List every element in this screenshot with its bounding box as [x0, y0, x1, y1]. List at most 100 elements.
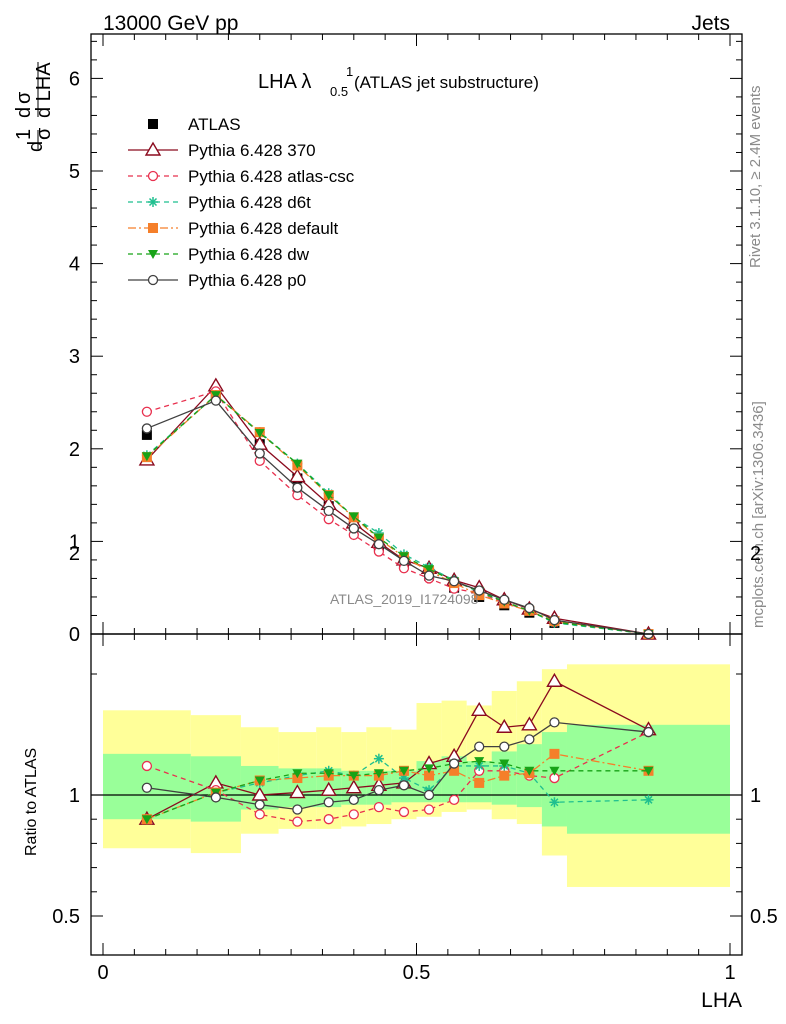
ratio-series-group — [138, 672, 657, 827]
ratio-point-pythia-6-428-atlas-csc — [373, 801, 385, 813]
ratio-point-pythia-6-428-default — [449, 765, 460, 776]
title-rest: (ATLAS jet substructure) — [354, 73, 539, 92]
ratio-point-pythia-6-428-default — [549, 748, 560, 759]
ratio-point-pythia-6-428-p0 — [643, 726, 654, 738]
title-main: LHA λ — [258, 71, 311, 93]
ratio-point-pythia-6-428-dw — [499, 759, 510, 769]
ratio-line-pythia-6-428-d6t — [146, 757, 649, 820]
ratio-point-pythia-6-428-p0 — [448, 758, 460, 769]
point-pythia-6-428-dw — [323, 491, 334, 501]
legend-label: Pythia 6.428 atlas-csc — [188, 167, 355, 186]
point-pythia-6-428-p0 — [348, 523, 359, 534]
ratio-point-pythia-6-428-dw — [398, 766, 409, 776]
ratio-point-pythia-6-428-atlas-csc — [423, 804, 435, 815]
point-pythia-6-428-atlas-csc — [323, 514, 334, 525]
ratio-point-pythia-6-428-p0 — [292, 804, 303, 815]
ratio-point-pythia-6-428-d6t — [373, 753, 384, 764]
ratio-point-pythia-6-428-dw — [424, 764, 435, 774]
ratio-uncertainty-bands — [103, 664, 730, 887]
ratio-point-pythia-6-428-atlas-csc — [448, 794, 460, 805]
ratio-point-pythia-6-428-p0 — [323, 797, 334, 808]
ratio-point-pythia-6-428-370 — [470, 701, 488, 716]
watermark: ATLAS_2019_I1724098 — [330, 591, 479, 607]
point-pythia-6-428-p0 — [549, 614, 560, 626]
x-tick-label: 0.5 — [403, 962, 431, 984]
green-band-bin — [566, 724, 730, 834]
point-pythia-6-428-dw — [424, 565, 435, 575]
legend-item-pythia-6-428-default: Pythia 6.428 default — [128, 219, 339, 238]
main-y-tick-label: 0 — [69, 624, 80, 646]
point-pythia-6-428-p0 — [141, 423, 153, 434]
legend-item-pythia-6-428-atlas-csc: Pythia 6.428 atlas-csc — [128, 167, 355, 186]
ratio-point-pythia-6-428-atlas-csc — [398, 806, 410, 818]
point-pythia-6-428-p0 — [423, 570, 435, 581]
ratio-point-pythia-6-428-dw — [323, 769, 334, 779]
title-sub: 0.5 — [330, 84, 348, 99]
ratio-point-pythia-6-428-dw — [373, 769, 384, 779]
point-atlas — [141, 429, 152, 440]
ratio-y-tick-label-right: 1 — [750, 785, 761, 807]
legend-marker — [148, 119, 158, 129]
point-pythia-6-428-dw — [254, 429, 265, 439]
ratio-point-pythia-6-428-p0 — [141, 782, 153, 793]
point-pythia-6-428-p0 — [323, 505, 334, 516]
svg-text:σ: σ — [33, 127, 55, 140]
ratio-point-pythia-6-428-p0 — [254, 799, 265, 810]
legend-marker — [148, 197, 158, 207]
point-pythia-6-428-p0 — [210, 395, 222, 406]
ratio-point-pythia-6-428-p0 — [373, 785, 385, 796]
ratio-y-tick-label-left: 0.5 — [52, 906, 80, 928]
point-pythia-6-428-p0 — [474, 585, 485, 596]
ratio-point-pythia-6-428-atlas-csc — [141, 760, 153, 772]
legend-marker — [147, 170, 159, 182]
main-y-tick-label: 5 — [69, 161, 80, 183]
legend-marker — [148, 250, 158, 259]
mcplots-label: mcplots.cern.ch [arXiv:1306.3436] — [750, 401, 767, 628]
point-pythia-6-428-p0 — [292, 482, 303, 493]
legend-label: Pythia 6.428 370 — [188, 141, 316, 160]
x-tick-label: 1 — [724, 962, 735, 984]
point-pythia-6-428-dw — [141, 452, 152, 462]
ratio-point-pythia-6-428-d6t — [643, 794, 654, 805]
ratio-point-pythia-6-428-dw — [643, 766, 654, 776]
main-y-tick-label: 4 — [69, 254, 80, 276]
ratio-y-tick-label-left: 2 — [69, 543, 80, 565]
legend-item-pythia-6-428-p0: Pythia 6.428 p0 — [128, 271, 306, 290]
legend-item-pythia-6-428-370: Pythia 6.428 370 — [128, 141, 316, 160]
ratio-point-pythia-6-428-dw — [524, 766, 535, 776]
ratio-point-pythia-6-428-p0 — [474, 741, 485, 752]
legend-label: Pythia 6.428 dw — [188, 245, 310, 264]
series-pythia-6-428-p0 — [141, 395, 654, 640]
ratio-point-pythia-6-428-dw — [474, 757, 485, 767]
ratio-point-pythia-6-428-atlas-csc — [292, 816, 303, 827]
rivet-label: Rivet 3.1.10, ≥ 2.4M events — [747, 86, 764, 269]
ratio-point-pythia-6-428-370 — [345, 779, 363, 794]
ratio-line-pythia-6-428-default — [146, 753, 649, 820]
svg-text:d: d — [25, 141, 47, 152]
main-y-tick-label: 3 — [69, 346, 80, 368]
svg-text:d: d — [13, 107, 35, 118]
point-pythia-6-428-p0 — [254, 448, 265, 459]
point-pythia-6-428-atlas-csc — [141, 406, 153, 417]
legend-item-pythia-6-428-dw: Pythia 6.428 dw — [128, 245, 310, 264]
legend-item-atlas: ATLAS — [148, 115, 241, 134]
main-y-tick-label: 2 — [69, 439, 80, 461]
x-tick-label: 0 — [97, 962, 108, 984]
line-pythia-6-428-dw — [146, 394, 649, 635]
legend-marker — [148, 223, 158, 233]
ratio-point-pythia-6-428-atlas-csc — [348, 809, 359, 820]
ratio-point-pythia-6-428-dw — [141, 815, 152, 825]
header-right: Jets — [691, 12, 730, 35]
ratio-point-pythia-6-428-370 — [496, 718, 513, 733]
ratio-point-pythia-6-428-default — [499, 770, 510, 781]
ratio-y-tick-label-right: 2 — [750, 543, 761, 565]
legend-label: ATLAS — [188, 115, 241, 134]
main-y-axis-label: d 1 σ d σ d LHA — [13, 62, 55, 152]
point-pythia-6-428-dw — [348, 512, 359, 522]
ratio-point-pythia-6-428-atlas-csc — [254, 809, 265, 820]
legend-label: Pythia 6.428 d6t — [188, 193, 311, 212]
legend-marker — [147, 274, 159, 286]
point-pythia-6-428-p0 — [524, 602, 535, 614]
